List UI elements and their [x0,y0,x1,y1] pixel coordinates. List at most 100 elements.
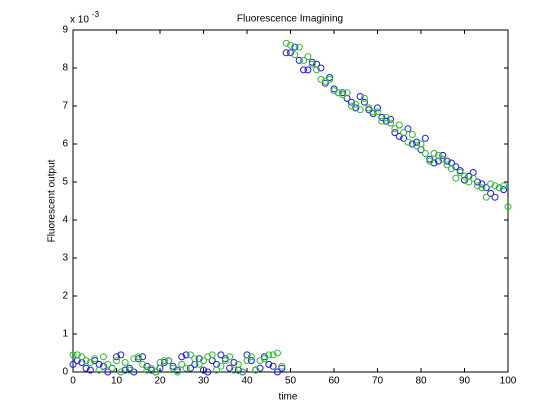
point [204,368,212,376]
point [287,41,294,49]
point [360,94,368,102]
point [256,357,264,365]
point [160,357,168,365]
point [287,49,294,57]
point [130,355,138,363]
point [139,360,147,368]
point [200,357,207,365]
point [461,176,468,184]
point [221,357,229,365]
point [226,364,234,372]
point [426,155,434,163]
point [143,362,151,370]
point [213,366,221,374]
point [126,364,134,372]
point [378,113,386,121]
y-multiplier: x 10 [70,15,89,26]
point [278,364,286,372]
point [400,129,408,137]
point [182,364,190,372]
point [295,56,303,64]
point [478,184,486,192]
point [121,366,129,374]
point [374,104,381,112]
point [387,119,395,127]
point [160,359,168,366]
point [369,108,377,116]
point [134,355,142,363]
point [99,362,107,370]
point [230,359,238,366]
point [391,129,399,137]
point [221,355,229,363]
point [178,360,186,368]
point [139,353,147,361]
point [260,355,268,363]
point [408,140,416,148]
point [360,98,368,106]
point [234,360,242,368]
point [469,169,477,176]
point [404,138,412,146]
point [147,364,155,372]
point [186,351,194,359]
point [308,58,316,66]
point [426,157,434,165]
point [265,360,273,368]
point [417,140,425,148]
point [182,351,190,359]
point [73,351,81,359]
point [239,368,247,376]
point [165,357,173,365]
point [91,357,99,365]
point [326,74,334,81]
point [334,89,342,97]
point [156,359,164,366]
point [356,93,364,100]
point [191,355,199,363]
point [391,125,399,133]
point [260,353,268,361]
y-multiplier-exponent: -3 [92,10,100,19]
y-axis-label: Fluorescent output [47,159,58,242]
point [439,151,447,159]
point [217,351,225,359]
point [99,353,107,361]
point [256,364,264,372]
point [317,75,325,83]
point [469,174,477,182]
x-tick-label: 80 [415,376,427,387]
point [421,134,429,142]
point [273,368,281,376]
point [495,184,503,192]
x-tick-label: 20 [154,376,166,387]
point [456,167,464,175]
point [278,362,286,370]
point [430,159,438,167]
point [186,364,194,372]
point [247,353,255,361]
point [500,182,508,190]
point [304,66,312,74]
point [217,362,225,370]
point [461,172,468,180]
point [321,77,329,85]
point [439,155,447,163]
point [443,157,451,165]
point [243,357,251,365]
point [82,364,90,372]
point [382,117,390,125]
point [169,362,177,370]
x-tick-label: 100 [500,376,517,387]
x-tick-label: 70 [372,376,384,387]
point [404,125,412,133]
point [482,184,490,192]
point [252,366,260,374]
point [121,359,129,366]
point [456,169,464,176]
point [387,115,395,123]
point [108,364,116,372]
point [452,174,460,182]
point [347,102,355,110]
